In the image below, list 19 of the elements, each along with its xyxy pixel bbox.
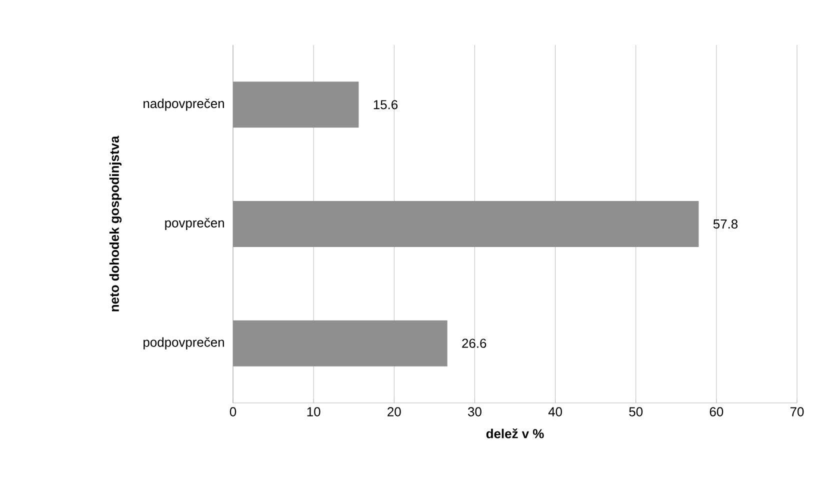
y-axis-title: neto dohodek gospodinjstva xyxy=(109,136,122,312)
bar xyxy=(233,200,699,247)
x-tick-label: 40 xyxy=(548,407,562,416)
x-tick-label: 70 xyxy=(790,407,804,416)
x-tick-label: 10 xyxy=(307,407,320,416)
data-label: 26.6 xyxy=(462,338,486,348)
x-tick-label: 30 xyxy=(468,407,482,416)
y-tick-label: podpovprečen xyxy=(144,337,224,350)
x-axis-title: delež v % xyxy=(486,428,544,438)
y-tick-label: povprečen xyxy=(165,218,224,230)
data-label: 15.6 xyxy=(374,100,398,110)
x-tick-label: 60 xyxy=(710,407,724,416)
bar xyxy=(233,82,359,128)
x-tick-label: 50 xyxy=(629,407,643,416)
x-tick-label: 0 xyxy=(230,407,236,416)
bar xyxy=(233,320,448,366)
y-tick-label: nadpovprečen xyxy=(144,98,224,111)
x-tick-label: 20 xyxy=(388,407,401,416)
data-label: 57.8 xyxy=(713,219,738,229)
